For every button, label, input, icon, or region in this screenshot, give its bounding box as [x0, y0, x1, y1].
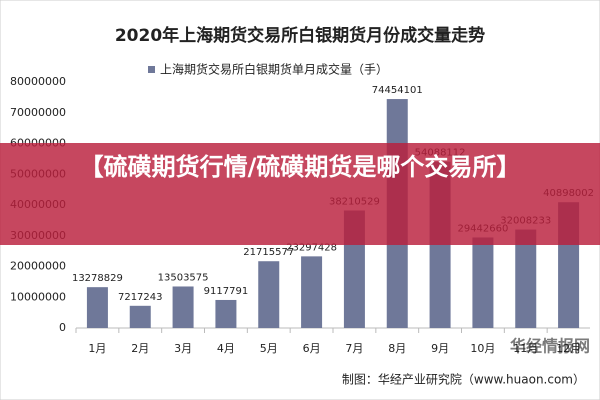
- x-tick-label: 6月: [303, 342, 321, 355]
- bar: [215, 299, 237, 328]
- bar: [472, 237, 494, 328]
- y-tick-label: 10000000: [10, 290, 66, 303]
- banner-bg: [0, 143, 600, 245]
- banner: 【硫磺期货行情/硫磺期货是哪个交易所】: [79, 153, 521, 181]
- value-label: 13503575: [158, 272, 209, 283]
- value-label: 74454101: [372, 85, 423, 96]
- value-label: 13278829: [72, 273, 123, 284]
- x-tick-label: 5月: [260, 342, 278, 355]
- x-tick-label: 12月: [556, 342, 581, 355]
- watermark: 华经情报网: [510, 337, 590, 356]
- value-label: 23297428: [286, 242, 337, 253]
- x-tick-label: 10月: [470, 342, 495, 355]
- bar: [86, 287, 108, 328]
- x-tick-label: 3月: [174, 342, 192, 355]
- x-tick-label: 11月: [513, 342, 538, 355]
- bar: [258, 261, 280, 328]
- legend-swatch: [148, 66, 155, 73]
- chart-title: 2020年上海期货交易所白银期货月份成交量走势: [115, 25, 485, 46]
- y-tick-label: 80000000: [10, 75, 66, 88]
- bar: [129, 305, 151, 328]
- bar: [515, 229, 537, 328]
- value-label: 21715577: [243, 247, 294, 258]
- x-tick-label: 2月: [131, 342, 149, 355]
- x-tick-label: 4月: [217, 342, 235, 355]
- x-tick-label: 8月: [388, 342, 406, 355]
- y-tick-label: 0: [59, 321, 66, 334]
- x-tick-label: 9月: [431, 342, 449, 355]
- legend-label: 上海期货交易所白银期货单月成交量（手）: [160, 62, 388, 77]
- x-tick-label: 1月: [88, 342, 106, 355]
- y-tick-label: 70000000: [10, 106, 66, 119]
- y-tick-label: 20000000: [10, 260, 66, 273]
- value-label: 9117791: [204, 286, 249, 297]
- x-tick-label: 7月: [345, 342, 363, 355]
- source-note: 制图：华经产业研究院（www.huaon.com）: [342, 372, 585, 387]
- bar: [301, 256, 323, 328]
- banner-text: 【硫磺期货行情/硫磺期货是哪个交易所】: [79, 153, 521, 181]
- bar: [172, 286, 194, 328]
- value-label: 7217243: [118, 292, 163, 303]
